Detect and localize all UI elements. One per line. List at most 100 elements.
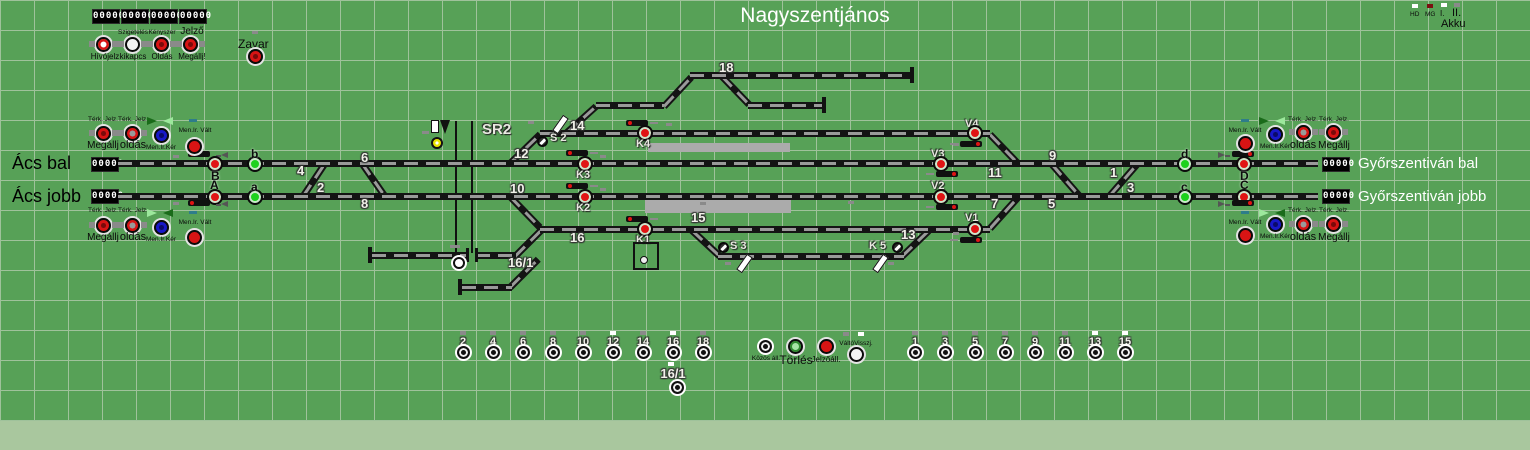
counter: 00000 — [92, 9, 124, 24]
kenyszer-oldas-button[interactable] — [147, 37, 176, 52]
signal-V4[interactable] — [967, 125, 983, 141]
signal-SR2-label: SR2 — [482, 121, 512, 138]
station-acs-jobb: Ács jobb — [12, 186, 82, 206]
switch-label-1: 1 — [1110, 165, 1118, 180]
counter-gyor-jobb: 00000 — [1322, 189, 1354, 204]
rb-megallj-button[interactable] — [1319, 217, 1348, 232]
valto-visszajelzes-button[interactable] — [849, 347, 864, 362]
kozos-allitas-button[interactable] — [759, 340, 772, 353]
switch-button-11[interactable] — [1059, 346, 1072, 359]
signal-V1-label: V1 — [965, 212, 979, 224]
buffer-stop — [910, 67, 914, 83]
switch-button-7[interactable] — [999, 346, 1012, 359]
kikapcsolas-button[interactable] — [118, 37, 147, 52]
lt-oldas-button[interactable] — [118, 126, 147, 141]
lt-megallj-button[interactable] — [89, 126, 118, 141]
signal-d-label: d — [1181, 147, 1189, 161]
switch-button-6[interactable] — [517, 346, 530, 359]
lb-men-ir-ker-button[interactable] — [154, 220, 169, 235]
lb-megallj-button[interactable] — [89, 218, 118, 233]
signal-V3-label: V3 — [931, 148, 945, 160]
rt-oldas-button[interactable] — [1289, 125, 1318, 140]
lb-men-ir-valt-button[interactable] — [187, 230, 202, 245]
signal-K3[interactable] — [577, 156, 593, 172]
shunt-signal-K5-icon[interactable] — [892, 242, 903, 253]
rb-men-ir-ker-label: Men.Ir.Kér — [1260, 233, 1290, 240]
signal-V1[interactable] — [967, 221, 983, 237]
track-indicator-dot — [666, 123, 672, 126]
rt-men-ir-ker-button[interactable] — [1268, 127, 1283, 142]
jelzo-megallj-button[interactable] — [176, 37, 205, 52]
switch-18-number: 18 — [696, 336, 710, 348]
rt-men-ir-valt-button[interactable] — [1238, 136, 1253, 151]
switch-label-16: 16 — [570, 230, 585, 245]
switch-1-number: 1 — [911, 336, 919, 348]
akku-i-label: I. — [1440, 9, 1445, 18]
panel-bottom-strip — [0, 421, 1530, 450]
signal-K2[interactable] — [577, 189, 593, 205]
switch-button-16[interactable] — [667, 346, 680, 359]
signal-D-label: D — [1240, 169, 1249, 183]
signal-K1[interactable] — [637, 221, 653, 237]
hivojelzes-button[interactable] — [89, 37, 118, 52]
rb-oldas-button[interactable] — [1289, 217, 1318, 232]
rt-megallj-button[interactable] — [1319, 125, 1348, 140]
valto-visszajelzes-indicator — [843, 332, 849, 336]
mg-label: MG — [1425, 11, 1436, 18]
shunt-signal-S2-icon[interactable] — [537, 136, 548, 147]
signal-K3-mast — [566, 150, 598, 156]
signal-K4[interactable] — [637, 125, 653, 141]
signal-b[interactable] — [247, 156, 263, 172]
rt-oldas-label: oldás — [1289, 139, 1317, 151]
counter-acs-jobb: 00000 — [91, 189, 123, 204]
signal-B[interactable] — [207, 156, 223, 172]
track-end-bar — [466, 248, 469, 262]
signal-D[interactable] — [1236, 156, 1252, 172]
track-18-spur — [748, 102, 822, 109]
switch-button-9[interactable] — [1029, 346, 1042, 359]
switch-button-16-1[interactable] — [671, 381, 684, 394]
signal-V2[interactable] — [933, 189, 949, 205]
lb-oldas-button[interactable] — [118, 218, 147, 233]
lt-men-ir-ker-button[interactable] — [154, 128, 169, 143]
sr2-yellow-light[interactable] — [431, 137, 443, 149]
switch-button-8[interactable] — [547, 346, 560, 359]
lt-megallj-label: Megállj — [87, 140, 119, 151]
platform — [645, 199, 791, 213]
switch-button-5[interactable] — [969, 346, 982, 359]
zavar-button[interactable] — [248, 49, 263, 64]
kozos-allitas-label: Közös áll. — [751, 355, 781, 362]
switch-button-12[interactable] — [607, 346, 620, 359]
local-control-circle[interactable] — [640, 256, 648, 264]
signal-d[interactable] — [1177, 156, 1193, 172]
switch-button-14[interactable] — [637, 346, 650, 359]
track-label-16-1: 16/1 — [508, 255, 534, 270]
switch-button-3[interactable] — [939, 346, 952, 359]
lb-men-ir-ker-label: Men.Ir.Kér — [146, 236, 176, 243]
signal-a[interactable] — [247, 189, 263, 205]
switch-button-18[interactable] — [697, 346, 710, 359]
direction-arrow-right — [1218, 201, 1225, 207]
shunt-signal-S3-icon[interactable] — [718, 242, 729, 253]
rb-men-ir-valt-button[interactable] — [1238, 228, 1253, 243]
signal-K4-label: K4 — [636, 138, 651, 150]
station-title: Nagyszentjános — [740, 4, 890, 27]
switch-button-15[interactable] — [1119, 346, 1132, 359]
signal-A[interactable] — [207, 189, 223, 205]
switch-button-4[interactable] — [487, 346, 500, 359]
switch-button-10[interactable] — [577, 346, 590, 359]
track-16-1-button[interactable] — [453, 257, 465, 269]
switch-15-number: 15 — [1118, 336, 1132, 348]
switch-button-2[interactable] — [457, 346, 470, 359]
switch-button-13[interactable] — [1089, 346, 1102, 359]
track-indicator-dot — [953, 143, 959, 146]
switch-button-1[interactable] — [909, 346, 922, 359]
terk-jelz-label: Térk. Jelz. — [1319, 116, 1349, 123]
rb-men-ir-ker-button[interactable] — [1268, 217, 1283, 232]
signal-c[interactable] — [1177, 189, 1193, 205]
torles-button[interactable] — [788, 339, 803, 354]
lt-men-ir-valt-button[interactable] — [187, 139, 202, 154]
signal-V3[interactable] — [933, 156, 949, 172]
jelzoallitas-button[interactable] — [819, 339, 834, 354]
lt-men-ir-ker-label: Men.Ir.Kér — [146, 144, 176, 151]
